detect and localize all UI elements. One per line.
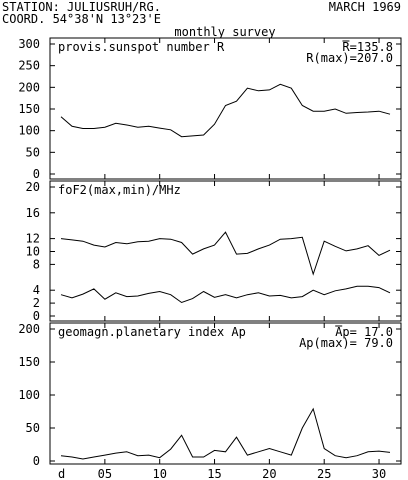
x-axis-day-label: d (58, 467, 65, 480)
sunspot-ytick-label: 200 (18, 80, 40, 94)
ap-ytick-label: 0 (33, 454, 40, 468)
fof2-title: foF2(max,min)/MHz (58, 183, 181, 197)
ap-ytick-label: 50 (26, 421, 40, 435)
fof2-ytick-label: 16 (26, 206, 40, 220)
sunspot-series-1-line (60, 83, 391, 138)
fof2-series-1-line (60, 231, 391, 276)
x-tick-label: 10 (152, 467, 166, 480)
ap-stat-label: Ap(max)= 79.0 (299, 336, 393, 350)
x-axis: d 05 10 15 20 25 30 (58, 467, 386, 480)
sunspot-title: provis.sunspot number R (58, 40, 225, 54)
ap-title: geomagn.planetary index Ap (58, 325, 246, 339)
sunspot-ytick-label: 50 (26, 145, 40, 159)
fof2-ytick-label: 2 (33, 296, 40, 310)
survey-label: monthly survey (174, 25, 275, 39)
sunspot-ytick-label: 150 (18, 102, 40, 116)
sunspot-ytick-label: 300 (18, 37, 40, 51)
coord-label: COORD. 54°38'N 13°23'E (2, 12, 161, 26)
sunspot-ytick-label: 250 (18, 59, 40, 73)
ap-stat-label: Ap= 17.0 (335, 325, 393, 339)
x-tick-label: 05 (98, 467, 112, 480)
sunspot-panel: 0 50 100 150 200 250 300 provis.sunspot number … (18, 37, 402, 181)
ap-ytick-label: 100 (18, 388, 40, 402)
sunspot-stat-label: R(max)=207.0 (306, 51, 393, 65)
fof2-ytick-label: 20 (26, 180, 40, 194)
ap-ytick-label: 150 (18, 355, 40, 369)
fof2-ytick-label: 4 (33, 283, 40, 297)
ap-frame (49, 322, 402, 465)
sunspot-stat-label: R=135.8 (342, 40, 393, 54)
sunspot-ytick-label: 100 (18, 124, 40, 138)
x-tick-label: 25 (317, 467, 331, 480)
fof2-ytick-label: 8 (33, 257, 40, 271)
fof2-ytick-label: 12 (26, 232, 40, 246)
ap-ytick-label: 200 (18, 322, 40, 336)
month-year-label: MARCH 1969 (329, 0, 401, 14)
fof2-frame (49, 180, 402, 322)
x-tick-label: 15 (207, 467, 221, 480)
ap-series-1-line (60, 407, 391, 460)
sunspot-ytick-label: 0 (33, 167, 40, 181)
fof2-ytick-label: 10 (26, 245, 40, 259)
ap-panel: 0 50 100 150 200 geomagn.planetary index Ap Ap… (18, 322, 402, 468)
station-label: STATION: JULIUSRUH/RG. (2, 0, 161, 14)
fof2-series-2-line (60, 285, 391, 304)
x-tick-label: 30 (372, 467, 386, 480)
x-tick-label: 20 (262, 467, 276, 480)
fof2-ytick-label: 0 (33, 309, 40, 323)
